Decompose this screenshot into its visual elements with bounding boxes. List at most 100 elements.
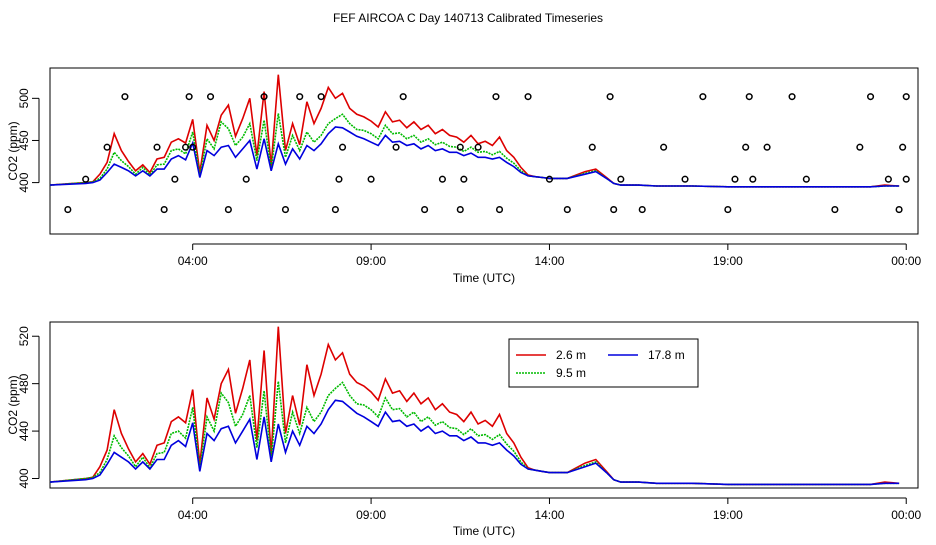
reference-point: [456, 143, 464, 151]
reference-point: [338, 143, 347, 151]
reference-point: [260, 93, 268, 101]
bottom-panel-frame: [49, 321, 919, 489]
reference-point: [421, 206, 429, 214]
x-tick-label: 14:00: [534, 254, 564, 268]
top-panel: 04:00 09:00 14:00 19:00 00:00 400 450 500 Time…: [6, 67, 922, 285]
reference-point: [856, 143, 864, 151]
reference-point: [160, 206, 168, 214]
reference-point: [660, 143, 668, 151]
x-tick-label: 09:00: [356, 508, 386, 522]
legend-label-9-5m: 9.5 m: [556, 366, 586, 380]
reference-point: [545, 175, 554, 183]
series-line-2-6-m: [49, 74, 900, 188]
reference-point: [638, 206, 646, 214]
reference-point: [189, 143, 197, 151]
x-tick-label: 04:00: [178, 254, 208, 268]
reference-point: [153, 143, 161, 151]
reference-point: [495, 206, 504, 214]
reference-point: [902, 175, 910, 183]
reference-point: [899, 143, 907, 151]
legend-box: [508, 338, 699, 388]
reference-point: [802, 175, 810, 183]
reference-point: [206, 93, 215, 101]
reference-point: [460, 175, 468, 183]
top-y-axis: 400 450 500: [17, 88, 40, 193]
x-tick-label: 00:00: [891, 254, 921, 268]
reference-point: [563, 206, 571, 214]
reference-point: [731, 175, 739, 183]
reference-point: [242, 175, 250, 183]
x-tick-label: 19:00: [713, 254, 743, 268]
x-tick-label: 19:00: [713, 508, 743, 522]
y-tick-label: 480: [17, 373, 31, 393]
legend-label-17-8m: 17.8 m: [648, 348, 685, 362]
reference-point: [867, 93, 875, 101]
y-tick-label: 400: [17, 172, 31, 192]
x-tick-label: 14:00: [534, 508, 564, 522]
reference-point: [296, 93, 304, 101]
reference-point: [317, 93, 325, 101]
reference-point: [474, 143, 482, 151]
x-tick-label: 04:00: [178, 508, 208, 522]
reference-point: [681, 175, 689, 183]
y-tick-label: 500: [17, 88, 31, 108]
reference-point: [699, 93, 707, 101]
top-x-axis-label: Time (UTC): [453, 271, 515, 285]
reference-point: [367, 175, 375, 183]
reference-point: [182, 143, 190, 151]
reference-point: [335, 175, 343, 183]
reference-point: [456, 206, 464, 214]
reference-point: [831, 206, 839, 214]
reference-point: [610, 206, 618, 214]
reference-point: [588, 143, 596, 151]
reference-point: [749, 175, 757, 183]
legend-label-2-6m: 2.6 m: [556, 348, 586, 362]
reference-point: [606, 93, 614, 101]
reference-point: [617, 175, 625, 183]
y-tick-label: 520: [17, 326, 31, 346]
reference-point: [438, 175, 446, 183]
series-line-2-6-m: [49, 326, 900, 486]
reference-point: [399, 93, 407, 101]
y-tick-label: 400: [17, 468, 31, 488]
reference-point: [185, 93, 193, 101]
x-tick-label: 00:00: [891, 508, 921, 522]
reference-point: [763, 143, 771, 151]
reference-point: [902, 93, 910, 101]
legend: 2.6 m 9.5 m 17.8 m: [508, 338, 699, 388]
top-plot-area: [49, 74, 910, 214]
chart-title: FEF AIRCOA C Day 140713 Calibrated Times…: [333, 11, 603, 25]
reference-point: [884, 175, 892, 183]
reference-point: [492, 93, 500, 101]
reference-point: [788, 93, 796, 101]
reference-point: [224, 206, 232, 214]
bottom-y-axis-label: CO2 (ppm): [6, 375, 20, 434]
bottom-y-axis: 400 440 480 520: [17, 326, 40, 489]
reference-point: [392, 143, 400, 151]
top-x-axis: 04:00 09:00 14:00 19:00 00:00: [178, 243, 922, 268]
x-tick-label: 09:00: [356, 254, 386, 268]
reference-point: [895, 206, 903, 214]
reference-point: [331, 206, 339, 214]
series-line-9-5-m: [49, 381, 900, 486]
reference-point: [121, 93, 129, 101]
reference-point: [281, 206, 290, 214]
top-y-axis-label: CO2 (ppm): [6, 121, 20, 180]
y-tick-label: 450: [17, 130, 31, 150]
reference-point: [103, 143, 111, 151]
reference-point: [64, 206, 72, 214]
reference-point: [724, 206, 732, 214]
top-panel-frame: [49, 67, 919, 235]
reference-point: [742, 143, 750, 151]
reference-point: [745, 93, 753, 101]
series-line-9-5-m: [49, 113, 900, 188]
reference-point: [171, 175, 179, 183]
reference-point: [82, 175, 90, 183]
series-line-17-8-m: [49, 126, 900, 188]
reference-point: [524, 93, 532, 101]
bottom-panel: 04:00 09:00 14:00 19:00 00:00 400 440 480 520 T…: [6, 321, 922, 538]
y-tick-label: 440: [17, 421, 31, 441]
bottom-x-axis: 04:00 09:00 14:00 19:00 00:00: [178, 497, 922, 522]
